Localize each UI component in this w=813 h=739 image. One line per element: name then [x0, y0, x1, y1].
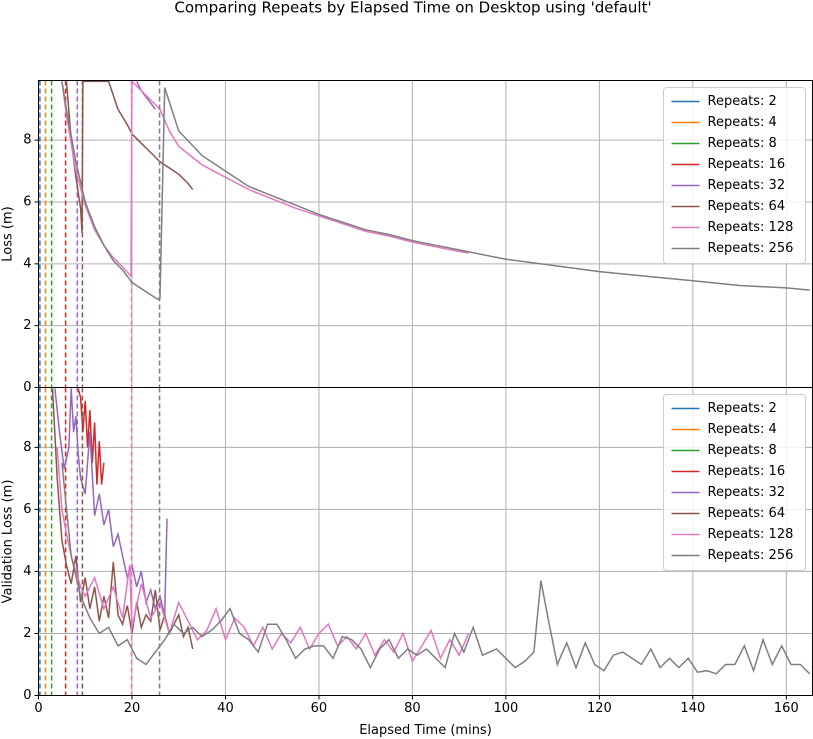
series-line — [61, 80, 469, 279]
y-tick-label: 0 — [23, 380, 31, 395]
legend-label: Repeats: 16 — [708, 157, 786, 172]
legend-label: Repeats: 4 — [708, 115, 777, 130]
series-line — [54, 388, 168, 616]
axes: 0 20 40 60 80 100 120 140 160 0 2 4 6 8 Validation Los… — [1, 387, 813, 738]
y-tick-label: 6 — [23, 502, 31, 517]
legend-label: Repeats: 64 — [708, 199, 786, 214]
legend-label: Repeats: 64 — [708, 506, 786, 521]
legend-label: Repeats: 2 — [708, 94, 777, 109]
legend-label: Repeats: 128 — [708, 527, 794, 542]
series-line — [56, 447, 470, 664]
y-tick-label: 4 — [23, 256, 31, 271]
legend-label: Repeats: 8 — [708, 136, 777, 151]
y-tick-label: 4 — [23, 564, 31, 579]
plot-area — [39, 387, 811, 696]
legend: Repeats: 2 Repeats: 4 Repeats: 8 Repeats: 1… — [663, 87, 806, 264]
series-line — [61, 81, 810, 301]
y-tick-label: 2 — [23, 626, 31, 641]
legend-label: Repeats: 32 — [708, 485, 786, 500]
series-line — [61, 462, 811, 675]
y-tick-label: 8 — [23, 440, 31, 455]
legend-label: Repeats: 128 — [708, 220, 794, 235]
x-axis-label: Elapsed Time (mins) — [359, 723, 492, 738]
legend-label: Repeats: 8 — [708, 443, 777, 458]
legend-label: Repeats: 256 — [708, 241, 794, 256]
x-tick-label: 120 — [587, 701, 612, 716]
x-tick-label: 160 — [774, 701, 799, 716]
legend-label: Repeats: 4 — [708, 422, 777, 437]
x-tick-label: 20 — [124, 701, 141, 716]
figure-title: Comparing Repeats by Elapsed Time on Des… — [174, 0, 651, 17]
legend-label: Repeats: 32 — [708, 178, 786, 193]
series-line — [65, 80, 194, 233]
x-tick-label: 0 — [34, 701, 42, 716]
y-tick-label: 8 — [23, 133, 31, 148]
y-tick-label: 6 — [23, 195, 31, 210]
legend-box — [663, 394, 806, 571]
y-axis-label: Validation Loss (m) — [1, 480, 16, 604]
y-tick-label: 0 — [23, 688, 31, 703]
legend-label: Repeats: 256 — [708, 548, 794, 563]
legend-label: Repeats: 2 — [708, 401, 777, 416]
series-line — [136, 81, 156, 110]
legend-label: Repeats: 16 — [708, 464, 786, 479]
y-axis-label: Loss (m) — [1, 206, 16, 261]
y-tick-label: 2 — [23, 318, 31, 333]
series-line — [77, 388, 105, 485]
x-tick-label: 60 — [311, 701, 328, 716]
x-tick-label: 140 — [680, 701, 705, 716]
legend-box — [663, 87, 806, 264]
x-tick-label: 100 — [493, 701, 518, 716]
x-tick-label: 40 — [217, 701, 234, 716]
plot-area — [39, 80, 810, 388]
legend: Repeats: 2 Repeats: 4 Repeats: 8 Repeats: 1… — [663, 394, 806, 571]
x-tick-label: 80 — [404, 701, 421, 716]
